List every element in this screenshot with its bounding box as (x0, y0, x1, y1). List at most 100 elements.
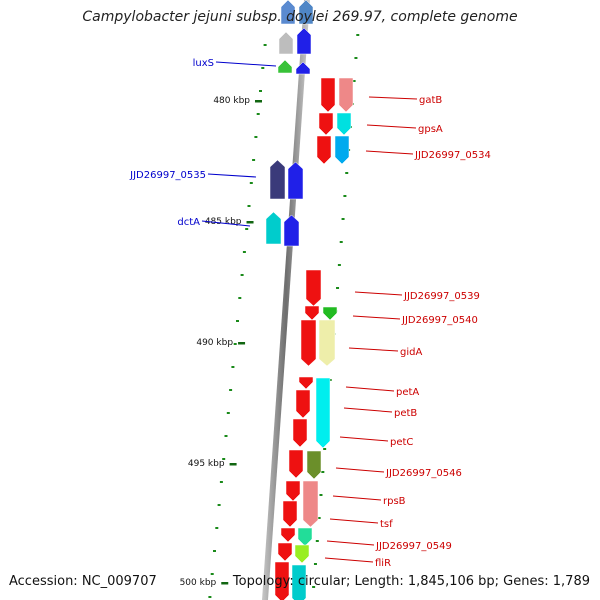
gene-arrow (288, 449, 304, 479)
gene-label-JJD26997_0534: JJD26997_0534 (414, 150, 491, 161)
tick-mark (312, 586, 316, 588)
scale-tick (221, 582, 229, 585)
leader-line (365, 150, 414, 155)
gene-label-fliR: fliR (375, 558, 391, 569)
gene-label-gpsA: gpsA (418, 124, 443, 135)
tick-mark (315, 540, 319, 542)
tick-mark (317, 517, 321, 519)
tick-mark (238, 297, 242, 299)
leader-line (339, 436, 389, 442)
leader-line (366, 124, 417, 129)
gene-arrow (296, 27, 312, 55)
gene-label-gidA: gidA (400, 347, 422, 358)
scale-label: 490 kbp (196, 338, 233, 348)
leader-line (207, 173, 257, 178)
gene-arrow (294, 544, 310, 564)
tick-mark (256, 113, 260, 115)
gene-arrow (298, 0, 314, 25)
tick-mark (356, 34, 360, 36)
gene-arrow (269, 159, 286, 200)
gene-label-JJD26997_0535: JJD26997_0535 (129, 170, 206, 181)
leader-line (324, 557, 374, 563)
map-title: Campylobacter jejuni subsp. doylei 269.9… (82, 9, 518, 25)
scale-label: 485 kbp (205, 217, 242, 227)
tick-mark (337, 264, 341, 266)
gene-arrow (334, 135, 350, 165)
scale-tick (255, 100, 262, 103)
gene-arrow (305, 269, 322, 307)
tick-mark (263, 44, 267, 46)
gene-arrow (295, 389, 311, 419)
gene-arrow (297, 527, 313, 547)
tick-mark (213, 550, 216, 552)
tick-mark (323, 448, 327, 450)
gene-arrow (282, 500, 298, 528)
tick-mark (208, 596, 212, 598)
gene-arrow (292, 418, 308, 448)
tick-mark (219, 481, 223, 483)
accession-text: Accession: NC_009707 (9, 574, 157, 589)
tick-mark (226, 412, 230, 414)
tick-mark (261, 67, 265, 69)
tick-mark (336, 287, 340, 289)
tick-mark (224, 435, 228, 437)
gene-label-JJD26997_0549: JJD26997_0549 (375, 541, 452, 552)
leader-line (348, 347, 399, 352)
tick-mark (247, 205, 251, 207)
genome-backbone (262, 0, 310, 600)
tick-mark (252, 159, 256, 161)
tick-mark (254, 136, 258, 138)
gene-arrow (300, 319, 317, 367)
gene-label-JJD26997_0540: JJD26997_0540 (401, 315, 478, 326)
tick-mark (249, 182, 253, 184)
gene-arrow (285, 480, 301, 502)
gene-arrow (291, 564, 307, 600)
tick-mark (345, 172, 349, 174)
gene-arrow (287, 161, 304, 200)
tick-mark (352, 80, 356, 82)
scale-label: 480 kbp (213, 96, 250, 106)
tick-mark (354, 57, 358, 59)
gene-arrow (318, 112, 334, 136)
gene-label-JJD26997_0539: JJD26997_0539 (403, 291, 480, 302)
leader-line (326, 540, 375, 546)
gene-arrow (322, 306, 338, 321)
tick-mark (321, 471, 325, 473)
gene-arrow (274, 561, 290, 600)
gene-label-petB: petB (394, 408, 417, 419)
tick-mark (313, 563, 317, 565)
gene-label-petC: petC (390, 437, 413, 448)
scale-label: 500 kbp (180, 578, 217, 588)
scale-tick (246, 221, 254, 224)
leader-line (215, 61, 277, 67)
gene-arrow (302, 480, 319, 528)
tick-mark (319, 494, 323, 496)
tick-mark (343, 195, 347, 197)
tick-mark (242, 251, 246, 253)
gene-label-luxS: luxS (193, 58, 214, 69)
gene-arrow (320, 77, 336, 113)
gene-arrow (295, 61, 311, 75)
gene-label-JJD26997_0546: JJD26997_0546 (385, 468, 462, 479)
gene-arrow (315, 377, 331, 449)
gene-arrow (298, 376, 314, 390)
tick-mark (259, 90, 262, 92)
gene-arrow (283, 214, 300, 247)
leader-line (335, 467, 385, 473)
scale-label: 495 kbp (188, 459, 225, 469)
gene-arrow (280, 527, 296, 543)
gene-arrow (277, 59, 293, 74)
leader-line (368, 96, 418, 100)
scale-tick (238, 342, 246, 345)
tick-mark (210, 573, 214, 575)
leader-line (354, 291, 403, 296)
tick-mark (341, 218, 345, 220)
tick-mark (236, 320, 239, 322)
gene-arrow (277, 542, 293, 562)
genome-summary-text: Topology: circular; Length: 1,845,106 bp… (232, 574, 590, 589)
tick-mark (240, 274, 244, 276)
leader-line (329, 518, 379, 524)
leader-line (352, 315, 401, 320)
gene-arrow (338, 77, 354, 113)
